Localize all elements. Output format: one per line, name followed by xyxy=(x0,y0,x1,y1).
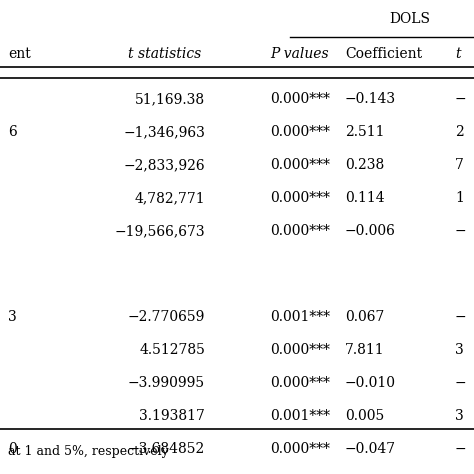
Text: 0.000***: 0.000*** xyxy=(270,191,330,205)
Text: −: − xyxy=(455,92,466,106)
Text: 0.000***: 0.000*** xyxy=(270,125,330,139)
Text: 0.238: 0.238 xyxy=(345,158,384,172)
Text: 0.114: 0.114 xyxy=(345,191,384,205)
Text: 0: 0 xyxy=(8,442,17,456)
Text: −19,566,673: −19,566,673 xyxy=(114,224,205,238)
Text: ent: ent xyxy=(8,47,31,61)
Text: −: − xyxy=(455,376,466,390)
Text: 3: 3 xyxy=(8,310,17,324)
Text: 7.811: 7.811 xyxy=(345,343,384,357)
Text: 6: 6 xyxy=(8,125,17,139)
Text: 0.001***: 0.001*** xyxy=(270,310,330,324)
Text: at 1 and 5%, respectively: at 1 and 5%, respectively xyxy=(8,446,169,458)
Text: t statistics: t statistics xyxy=(128,47,201,61)
Text: −0.047: −0.047 xyxy=(345,442,396,456)
Text: −0.143: −0.143 xyxy=(345,92,396,106)
Text: −3.684852: −3.684852 xyxy=(128,442,205,456)
Text: 0.001***: 0.001*** xyxy=(270,409,330,423)
Text: 0.000***: 0.000*** xyxy=(270,224,330,238)
Text: 0.000***: 0.000*** xyxy=(270,442,330,456)
Text: 3.193817: 3.193817 xyxy=(139,409,205,423)
Text: −: − xyxy=(455,442,466,456)
Text: 2: 2 xyxy=(455,125,464,139)
Text: −: − xyxy=(455,310,466,324)
Text: −2,833,926: −2,833,926 xyxy=(123,158,205,172)
Text: 1: 1 xyxy=(455,191,464,205)
Text: P values: P values xyxy=(271,47,329,61)
Text: 0.067: 0.067 xyxy=(345,310,384,324)
Text: t: t xyxy=(455,47,461,61)
Text: 0.005: 0.005 xyxy=(345,409,384,423)
Text: −2.770659: −2.770659 xyxy=(128,310,205,324)
Text: 0.000***: 0.000*** xyxy=(270,376,330,390)
Text: Coefficient: Coefficient xyxy=(345,47,422,61)
Text: 0.000***: 0.000*** xyxy=(270,158,330,172)
Text: −3.990995: −3.990995 xyxy=(128,376,205,390)
Text: 0.000***: 0.000*** xyxy=(270,92,330,106)
Text: 7: 7 xyxy=(455,158,464,172)
Text: −0.006: −0.006 xyxy=(345,224,396,238)
Text: 4.512785: 4.512785 xyxy=(139,343,205,357)
Text: 51,169.38: 51,169.38 xyxy=(135,92,205,106)
Text: 2.511: 2.511 xyxy=(345,125,384,139)
Text: DOLS: DOLS xyxy=(389,12,430,26)
Text: 0.000***: 0.000*** xyxy=(270,343,330,357)
Text: 3: 3 xyxy=(455,343,464,357)
Text: −1,346,963: −1,346,963 xyxy=(123,125,205,139)
Text: 3: 3 xyxy=(455,409,464,423)
Text: −0.010: −0.010 xyxy=(345,376,396,390)
Text: 4,782,771: 4,782,771 xyxy=(134,191,205,205)
Text: −: − xyxy=(455,224,466,238)
